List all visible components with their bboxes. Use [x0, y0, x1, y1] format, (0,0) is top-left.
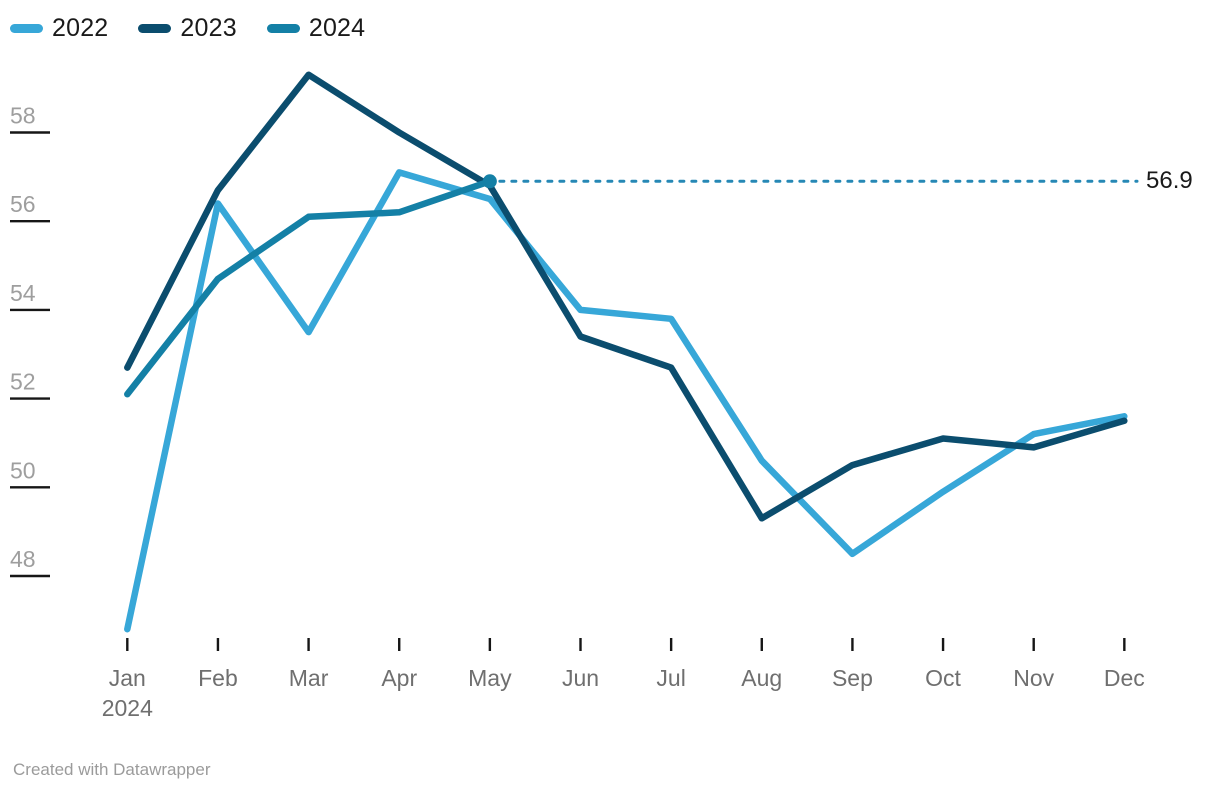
y-axis-label: 56: [10, 191, 36, 217]
x-axis-label: Feb: [198, 665, 238, 691]
y-axis-label: 48: [10, 546, 36, 572]
series-line-2023: [124, 71, 1128, 522]
legend-item-2023: 2023: [138, 14, 237, 43]
x-axis-label: Nov: [1013, 665, 1054, 691]
x-axis-label: Apr: [381, 665, 417, 691]
x-axis-year-label: 2024: [102, 695, 153, 721]
series-endpoint-dot-2024: [482, 174, 497, 189]
y-axis-label: 58: [10, 103, 36, 129]
y-axis-label: 54: [10, 280, 36, 306]
legend-swatch-2022: [10, 24, 43, 33]
x-axis-label: May: [468, 665, 512, 691]
legend-label-2024: 2024: [308, 14, 366, 42]
legend-item-2022: 2022: [10, 14, 108, 43]
series-line-2022: [124, 169, 1128, 633]
x-axis-label: Mar: [289, 665, 329, 691]
datawrapper-credit: Created with Datawrapper: [13, 760, 211, 779]
series-line-2024: [124, 178, 494, 398]
chart-legend: 2022 2023 2024: [10, 14, 365, 43]
legend-swatch-2023: [138, 24, 172, 33]
x-axis-label: Aug: [741, 665, 782, 691]
x-axis-label: Oct: [925, 665, 961, 691]
threshold-value-label: 56.9: [1146, 167, 1193, 194]
x-axis-label: Dec: [1104, 665, 1145, 691]
y-axis-label: 50: [10, 457, 36, 483]
legend-swatch-2024: [266, 24, 300, 33]
y-axis-label: 52: [10, 369, 36, 395]
x-axis-label: Sep: [832, 665, 873, 691]
legend-label-2022: 2022: [52, 14, 109, 42]
legend-item-2024: 2024: [266, 14, 366, 43]
x-axis-label: Jul: [656, 665, 685, 691]
x-axis-label: Jun: [562, 665, 599, 691]
x-axis-label: Jan: [109, 665, 146, 691]
legend-label-2023: 2023: [180, 14, 237, 42]
